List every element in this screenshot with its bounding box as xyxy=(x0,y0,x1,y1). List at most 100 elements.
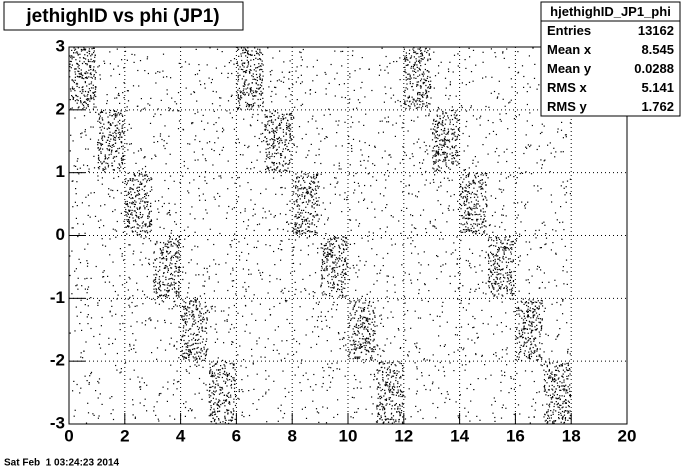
dot xyxy=(131,212,133,214)
dot xyxy=(191,249,193,251)
dot xyxy=(98,158,100,160)
dot xyxy=(154,299,156,301)
dot xyxy=(336,258,339,260)
dot xyxy=(132,188,134,190)
dot xyxy=(188,328,191,330)
dot xyxy=(248,94,250,96)
dot xyxy=(162,53,165,55)
dot xyxy=(333,276,335,278)
dot xyxy=(411,193,413,195)
dot xyxy=(284,141,286,143)
dot xyxy=(193,323,195,325)
dot xyxy=(215,377,217,379)
dot xyxy=(453,161,455,163)
dot xyxy=(72,390,74,392)
dot xyxy=(171,284,173,286)
dot xyxy=(159,71,161,73)
dot xyxy=(407,59,409,61)
dot xyxy=(335,240,338,242)
dot xyxy=(440,129,442,131)
dot xyxy=(133,210,135,212)
dot xyxy=(185,329,187,331)
dot xyxy=(110,153,112,155)
dot xyxy=(426,77,428,79)
dot xyxy=(316,200,318,202)
dot xyxy=(157,418,159,420)
dot xyxy=(416,378,418,380)
dot xyxy=(387,275,389,277)
dot xyxy=(353,343,355,345)
dot xyxy=(242,92,244,94)
dot xyxy=(352,308,354,311)
dot xyxy=(100,151,102,153)
dot xyxy=(222,359,224,361)
dot xyxy=(342,244,344,246)
dot xyxy=(222,373,224,375)
dot xyxy=(84,288,86,290)
dot xyxy=(300,175,302,177)
dot xyxy=(159,295,161,297)
dot xyxy=(203,382,205,384)
dot xyxy=(356,411,358,413)
dot xyxy=(408,95,410,97)
dot xyxy=(416,85,418,87)
dot xyxy=(280,156,282,159)
dot xyxy=(386,275,388,277)
dot xyxy=(252,363,254,365)
dot xyxy=(233,327,235,329)
dot xyxy=(271,138,273,140)
dot xyxy=(300,51,302,54)
dot xyxy=(285,133,287,135)
dot xyxy=(230,394,232,396)
dot xyxy=(280,154,282,156)
dot xyxy=(80,101,82,103)
dot xyxy=(187,345,189,347)
dot xyxy=(158,278,160,280)
dot xyxy=(323,277,325,280)
dot xyxy=(195,300,197,302)
dot xyxy=(409,74,411,76)
dot xyxy=(93,50,95,52)
dot xyxy=(391,386,394,388)
dot xyxy=(243,52,246,54)
dot xyxy=(80,299,82,301)
dot xyxy=(402,395,404,398)
dot xyxy=(89,66,92,68)
dot xyxy=(379,64,381,66)
dot xyxy=(266,115,268,117)
dot xyxy=(104,245,107,247)
dot xyxy=(399,411,401,414)
dot xyxy=(296,231,298,233)
dot xyxy=(195,304,198,307)
dot xyxy=(385,55,387,58)
dot xyxy=(419,409,422,411)
dot xyxy=(172,274,174,276)
dot xyxy=(435,161,437,163)
dot xyxy=(331,238,333,240)
dot xyxy=(212,374,214,376)
dot xyxy=(232,414,234,416)
dot xyxy=(427,60,429,62)
dot xyxy=(185,272,187,274)
dot xyxy=(394,404,396,406)
dot xyxy=(175,103,178,105)
dot xyxy=(132,333,134,335)
dot xyxy=(290,128,292,130)
dot xyxy=(232,267,234,269)
dot xyxy=(425,231,428,234)
dot xyxy=(418,262,420,264)
dot xyxy=(253,69,255,71)
dot xyxy=(101,183,103,185)
dot xyxy=(427,87,429,89)
dot xyxy=(168,284,170,287)
dot xyxy=(98,159,100,161)
dot xyxy=(111,162,113,164)
dot xyxy=(266,421,268,423)
dot xyxy=(312,115,314,117)
dot xyxy=(329,386,331,388)
dot xyxy=(349,243,351,245)
dot xyxy=(257,53,259,55)
dot xyxy=(285,117,287,119)
dot xyxy=(288,159,291,162)
dot xyxy=(205,353,207,355)
